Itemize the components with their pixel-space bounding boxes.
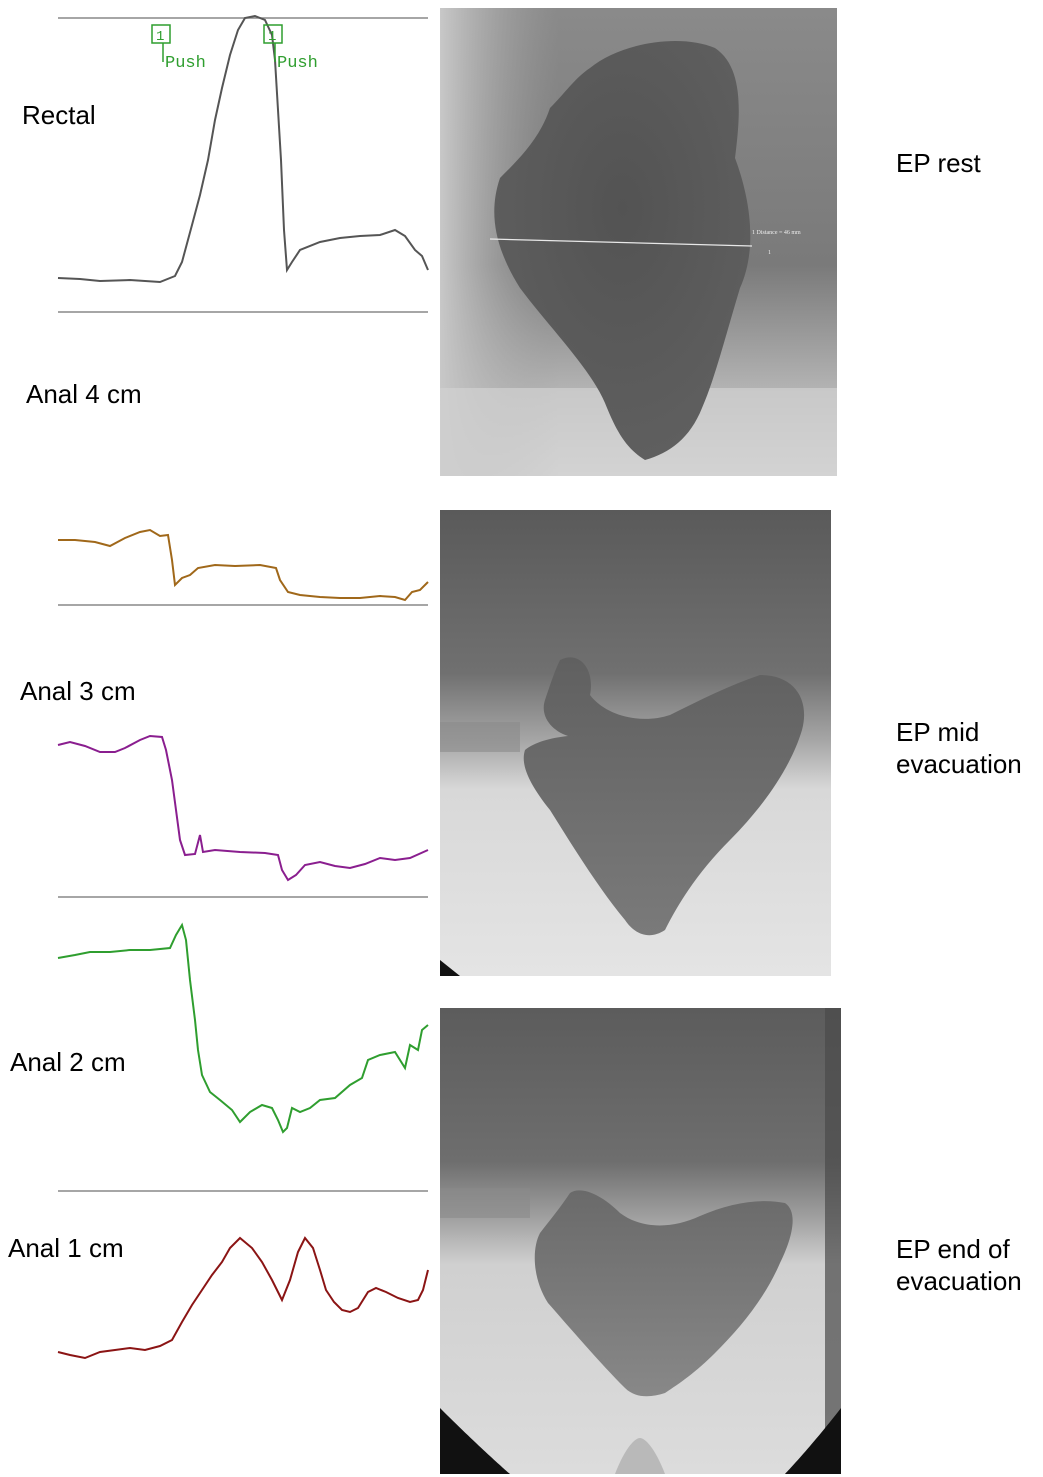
- rectal-label: Rectal: [22, 100, 96, 130]
- anal-3cm-label: Anal 3 cm: [20, 676, 136, 706]
- push-marker-1: 1 Push: [151, 24, 206, 73]
- ep-end-evacuation-label: EP end of evacuation: [896, 1233, 1022, 1297]
- ep-mid-label-line1: EP mid: [896, 717, 980, 747]
- anal-3cm-trace: [57, 734, 429, 882]
- xray-mid-evacuation: [440, 510, 831, 976]
- push-marker-1-text: Push: [165, 54, 206, 73]
- ep-end-label-line1: EP end of: [896, 1234, 1010, 1264]
- rest-measure-text: 1 Distance = 46 mm: [752, 230, 801, 236]
- rest-measure-line: [489, 238, 753, 247]
- ep-mid-label-line2: evacuation: [896, 749, 1022, 779]
- anal-4cm-trace: [58, 528, 429, 602]
- end-contrast-shape: [534, 1190, 793, 1397]
- ep-mid-evacuation-label: EP mid evacuation: [896, 716, 1022, 780]
- anal-2cm-label: Anal 2 cm: [10, 1047, 126, 1077]
- push-marker-2-number: 1: [268, 29, 276, 45]
- mid-contrast-shape: [523, 657, 805, 936]
- push-marker-1-box: [151, 24, 171, 44]
- push-marker-2-text: Push: [277, 54, 318, 73]
- push-marker-2: 1 Push: [263, 24, 318, 73]
- anal-4cm-label: Anal 4 cm: [26, 379, 142, 409]
- ep-rest-label: EP rest: [896, 147, 981, 179]
- xray-rest: 1 Distance = 46 mm 1: [440, 8, 837, 476]
- manometry-traces: 1 Push 1 Push: [57, 14, 429, 1360]
- push-marker-1-number: 1: [156, 29, 164, 45]
- anal-1cm-trace: [57, 1236, 429, 1360]
- trace-baselines: [58, 17, 428, 1192]
- anal-1cm-label: Anal 1 cm: [8, 1233, 124, 1263]
- xray-end-evacuation: [440, 1008, 841, 1474]
- rest-contrast-shape: [494, 40, 751, 460]
- ep-end-label-line2: evacuation: [896, 1266, 1022, 1296]
- ep-rest-label-line1: EP rest: [896, 148, 981, 178]
- anal-2cm-trace: [57, 922, 429, 1134]
- rest-measure-num: 1: [768, 250, 771, 256]
- rectal-trace: [57, 14, 429, 284]
- push-marker-2-box: [263, 24, 283, 44]
